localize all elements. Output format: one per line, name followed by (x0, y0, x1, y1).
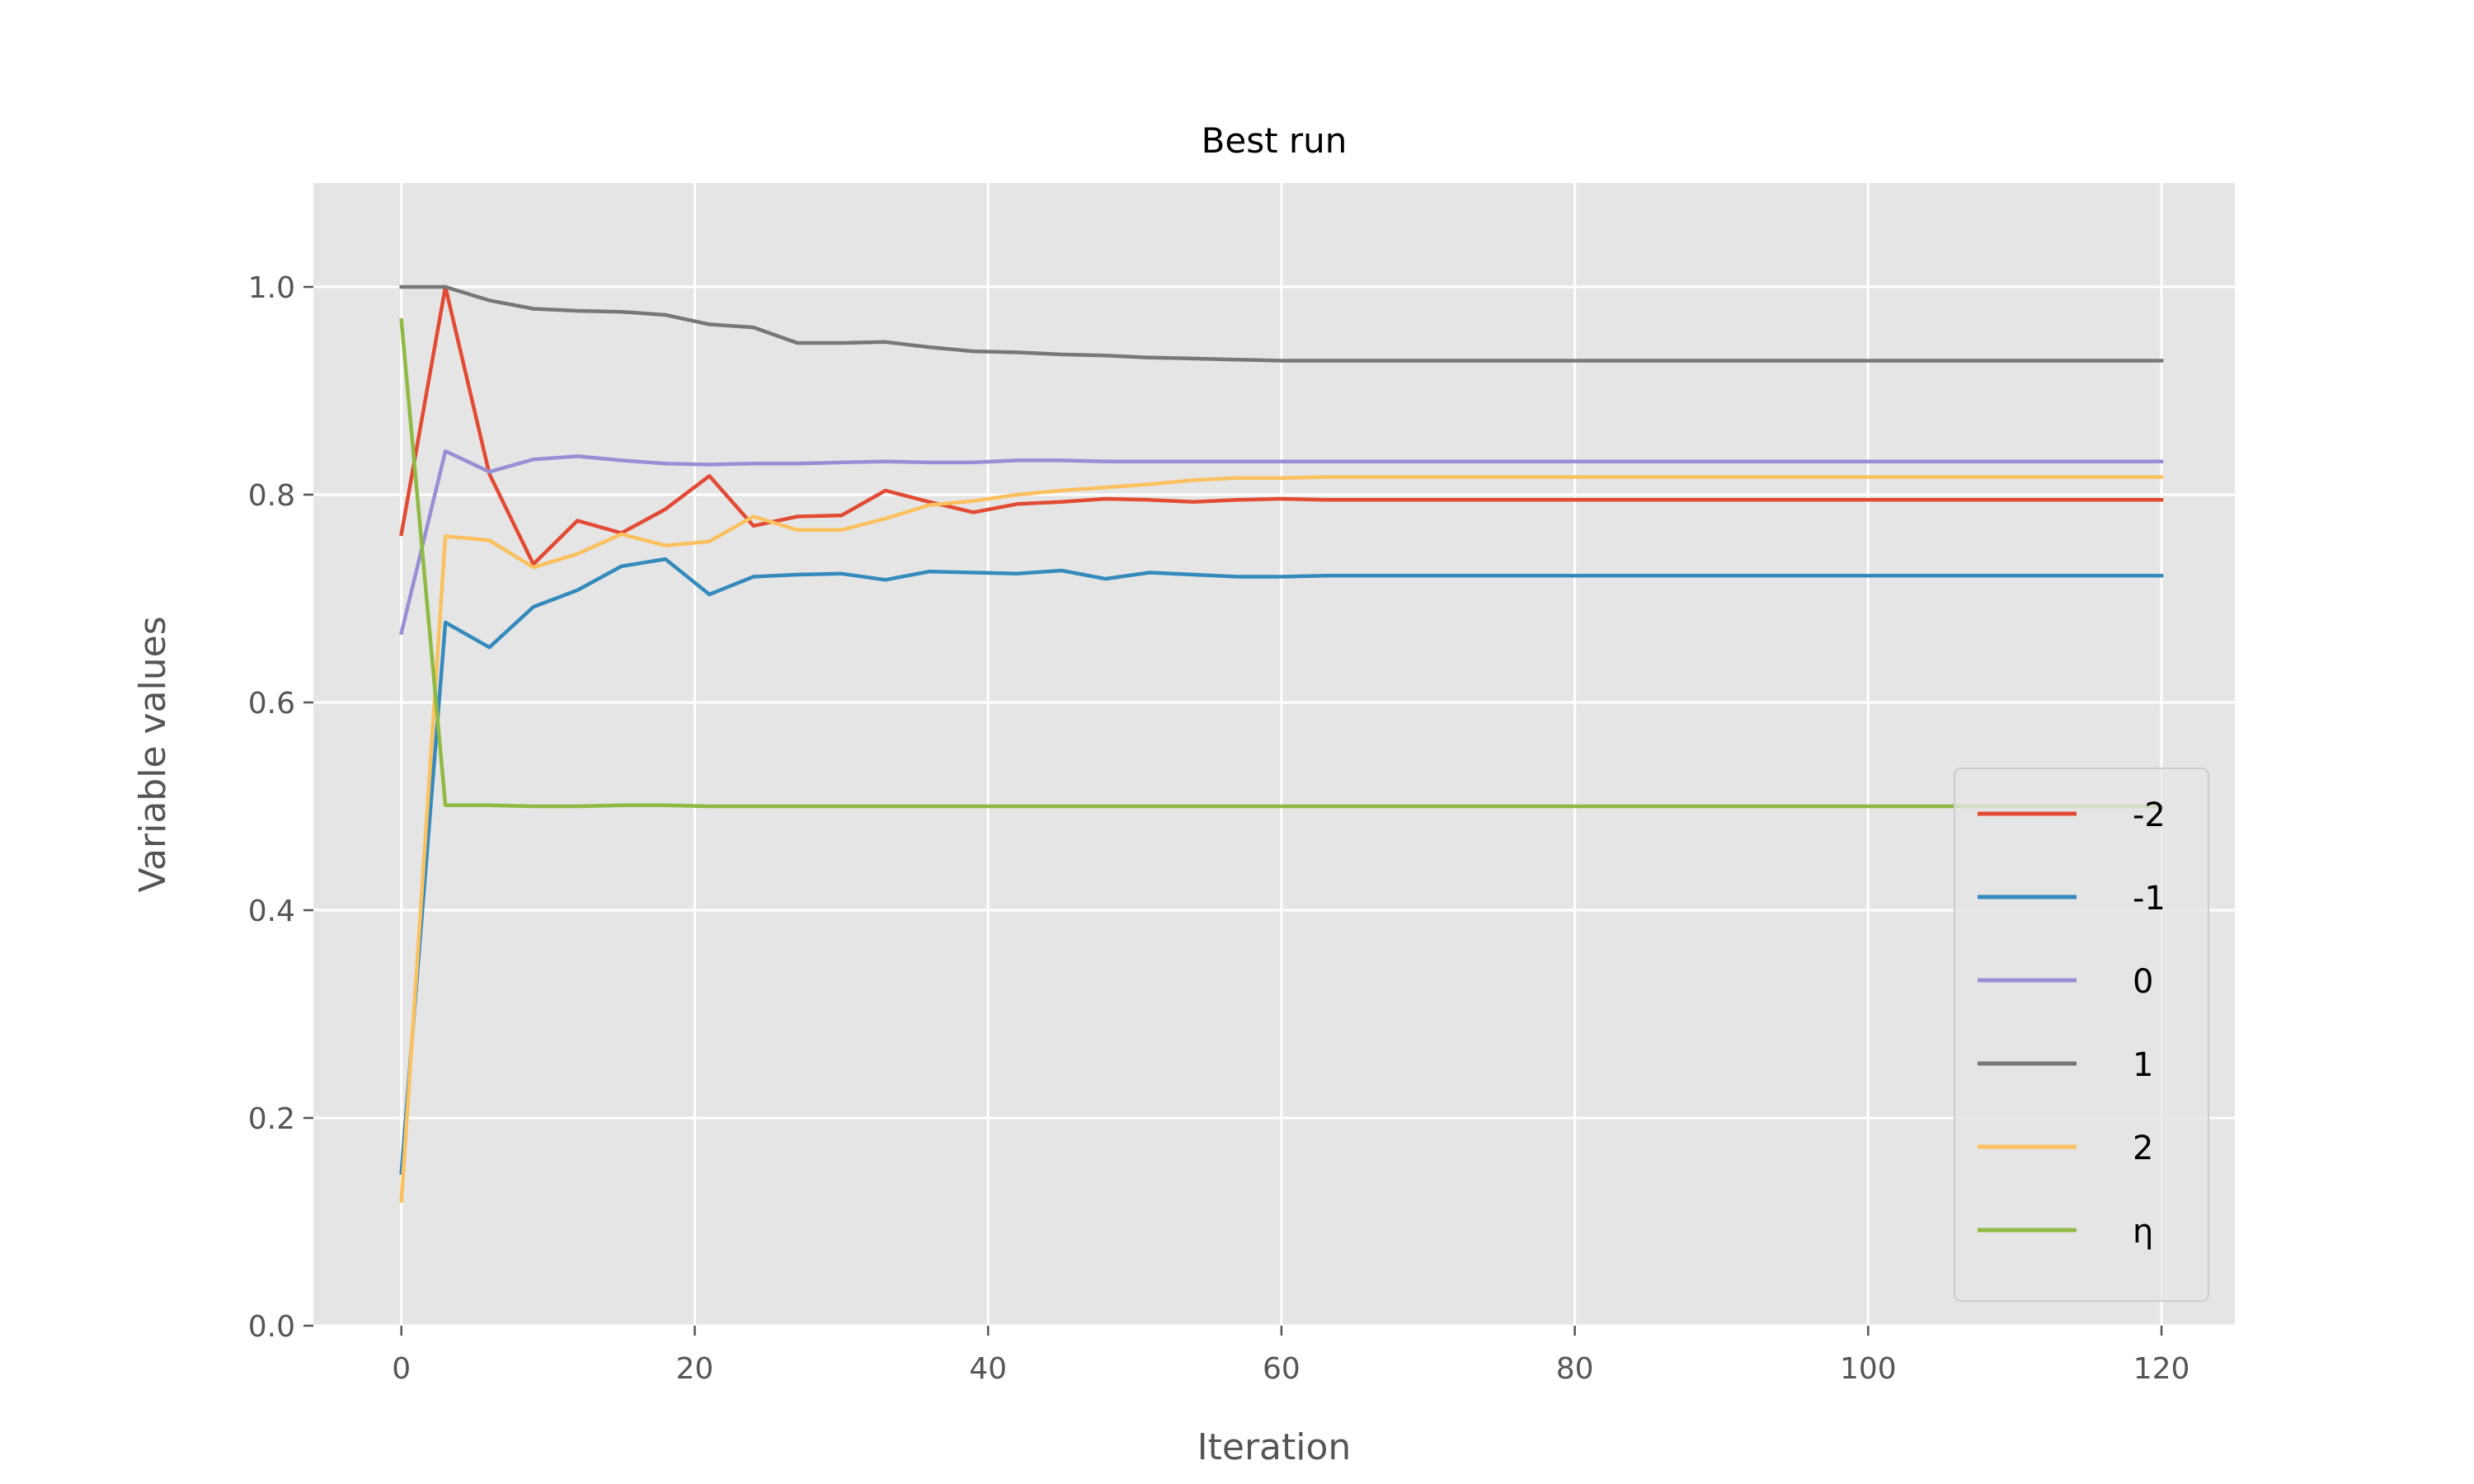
series-line-0 (398, 448, 2164, 636)
y-tick-label: 0.0 (248, 1310, 295, 1344)
y-tick-label: 1.0 (248, 271, 295, 305)
y-tick-label: 0.4 (248, 895, 295, 928)
y-tick-label: 0.8 (248, 479, 295, 513)
plot-area (313, 183, 2235, 1326)
x-tick-label: 40 (969, 1352, 1007, 1386)
series-line-2 (399, 475, 2164, 1204)
chart-title: Best run (1202, 120, 1348, 161)
series-line--1 (399, 556, 2164, 1176)
x-tick-label: 100 (1840, 1352, 1897, 1386)
series-line--2 (399, 284, 2164, 566)
x-tick-label: 20 (676, 1352, 714, 1386)
x-axis-label: Iteration (1197, 1426, 1352, 1468)
legend-label: 1 (2133, 1046, 2153, 1084)
y-tick-label: 0.2 (248, 1102, 295, 1136)
legend-box (1954, 768, 2209, 1302)
grid (313, 183, 2235, 1327)
legend-label: -2 (2133, 796, 2166, 834)
y-axis-label: Variable values (132, 616, 174, 892)
x-tick-label: 80 (1556, 1352, 1594, 1386)
legend-label: η (2133, 1213, 2153, 1251)
legend: -2 -1 0 1 2 η (1954, 768, 2209, 1302)
series-line-η (399, 317, 2164, 809)
legend-label: 0 (2133, 963, 2153, 1001)
series-line-1 (399, 284, 2164, 363)
y-tick-label: 0.6 (248, 687, 295, 721)
legend-label: -1 (2133, 880, 2166, 918)
series-layer (398, 284, 2164, 1204)
x-tick-label: 60 (1263, 1352, 1300, 1386)
x-tick-label: 120 (2133, 1352, 2190, 1386)
x-tick-label: 0 (392, 1352, 411, 1386)
legend-label: 2 (2133, 1129, 2153, 1167)
